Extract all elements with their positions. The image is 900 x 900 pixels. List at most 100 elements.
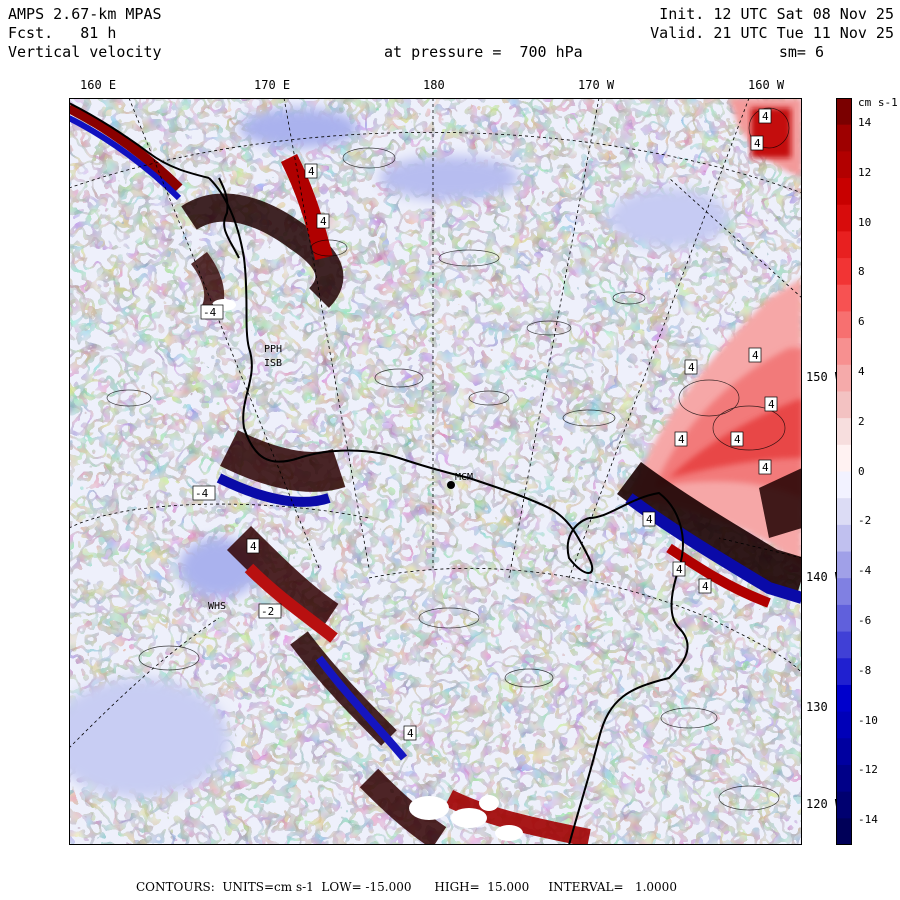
colorbar-swatch bbox=[836, 498, 852, 526]
contour-label-4: 4 bbox=[750, 135, 764, 151]
contour-label-4: 4 bbox=[730, 431, 744, 447]
colorbar-units: cm s-1 bbox=[858, 96, 898, 109]
colorbar-label: 8 bbox=[858, 265, 865, 279]
colorbar-swatch bbox=[836, 151, 852, 179]
colorbar-swatch bbox=[836, 471, 852, 499]
station-label-pph: PPH bbox=[264, 344, 282, 355]
svg-text:4: 4 bbox=[734, 433, 741, 446]
contour-label-4: 4 bbox=[316, 213, 330, 229]
graticule bbox=[69, 98, 802, 749]
stations: MCM PPH ISB WHS bbox=[208, 344, 473, 612]
svg-text:4: 4 bbox=[768, 398, 775, 411]
lon-tick-170e: 170 E bbox=[254, 78, 291, 92]
svg-text:4: 4 bbox=[407, 727, 414, 740]
contour-label-4: 4 bbox=[642, 511, 656, 527]
colorbar-swatch bbox=[836, 791, 852, 819]
lon-tick-130: 130 bbox=[806, 700, 828, 714]
colorbar-swatch bbox=[836, 551, 852, 579]
contour-label-4: 4 bbox=[748, 347, 762, 363]
init-time: Init. 12 UTC Sat 08 Nov 25 bbox=[659, 5, 894, 23]
svg-text:4: 4 bbox=[250, 540, 257, 553]
colorbar-swatch bbox=[836, 444, 852, 472]
svg-text:4: 4 bbox=[754, 137, 761, 150]
colorbar-label: 4 bbox=[858, 364, 865, 378]
contour-label-4: 4 bbox=[246, 538, 260, 554]
colorbar-swatch bbox=[836, 711, 852, 739]
svg-text:4: 4 bbox=[702, 580, 709, 593]
colorbar-swatch bbox=[836, 658, 852, 686]
colorbar-swatch bbox=[836, 178, 852, 206]
coastline bbox=[69, 102, 689, 845]
svg-text:-4: -4 bbox=[195, 487, 209, 500]
svg-text:4: 4 bbox=[320, 215, 327, 228]
valid-time: Valid. 21 UTC Tue 11 Nov 25 bbox=[650, 24, 894, 42]
colorbar-label: 2 bbox=[858, 414, 865, 428]
colorbar-label: 14 bbox=[858, 115, 872, 129]
contour-lines bbox=[106, 107, 790, 811]
mountain-wave-band-east bbox=[617, 461, 802, 608]
station-label-mcm: MCM bbox=[455, 472, 473, 483]
colorbar-label: 0 bbox=[858, 464, 865, 478]
lon-tick-170w: 170 W bbox=[578, 78, 615, 92]
colorbar-swatch bbox=[836, 231, 852, 259]
colorbar-swatch bbox=[836, 604, 852, 633]
field-name: Vertical velocity bbox=[8, 43, 162, 61]
station-label-whs: WHS bbox=[208, 601, 226, 612]
contour-label-4: 4 bbox=[674, 431, 688, 447]
colorbar-swatch bbox=[836, 391, 852, 419]
svg-text:4: 4 bbox=[646, 513, 653, 526]
svg-text:4: 4 bbox=[688, 361, 695, 374]
model-title: AMPS 2.67-km MPAS bbox=[8, 5, 162, 23]
svg-text:-2: -2 bbox=[261, 605, 274, 618]
contour-label-4: 4 bbox=[698, 578, 712, 594]
colorbar-swatch bbox=[836, 578, 852, 606]
colorbar-frame bbox=[836, 98, 852, 845]
colorbar-swatch bbox=[836, 98, 852, 126]
map-frame bbox=[69, 98, 802, 845]
contour-label-4: 4 bbox=[758, 108, 772, 124]
vertical-velocity-map: 4 4 -4 -4 4 -2 bbox=[69, 98, 802, 845]
colorbar-label: 12 bbox=[858, 165, 872, 179]
contour-labels: 4 4 -4 -4 4 -2 bbox=[192, 108, 778, 741]
pressure-level: at pressure = 700 hPa bbox=[384, 43, 583, 61]
colorbar-swatch bbox=[836, 124, 852, 152]
station-dot bbox=[447, 481, 455, 489]
colorbar-label: -10 bbox=[858, 713, 878, 727]
colorbar-swatch bbox=[836, 764, 852, 793]
forecast-hour: 81 h bbox=[80, 24, 117, 42]
contour-label-4: 4 bbox=[758, 459, 772, 475]
colorbar bbox=[836, 98, 852, 845]
colorbar-swatch bbox=[836, 284, 852, 312]
contour-label-neg4: -4 bbox=[200, 304, 224, 320]
forecast-label: Fcst. 81 h bbox=[8, 24, 116, 42]
colorbar-label: -8 bbox=[858, 663, 872, 677]
colorbar-swatch bbox=[836, 311, 852, 339]
colorbar-label: -12 bbox=[858, 763, 878, 777]
colorbar-swatch bbox=[836, 338, 852, 366]
svg-text:4: 4 bbox=[762, 461, 769, 474]
forecast-label-text: Fcst. bbox=[8, 24, 54, 42]
colorbar-swatch bbox=[836, 738, 852, 766]
colorbar-swatch bbox=[836, 524, 852, 553]
contour-label-neg2: -2 bbox=[258, 603, 282, 619]
station-label-isb: ISB bbox=[264, 358, 282, 369]
lon-tick-180: 180 bbox=[423, 78, 445, 92]
contour-label-4: 4 bbox=[684, 359, 698, 375]
svg-text:4: 4 bbox=[678, 433, 685, 446]
contour-label-4: 4 bbox=[672, 561, 686, 577]
colorbar-label: -4 bbox=[858, 564, 872, 578]
colorbar-label: -2 bbox=[858, 514, 872, 528]
colorbar-label: 10 bbox=[858, 215, 872, 229]
smoothing-value: sm= 6 bbox=[778, 43, 824, 61]
contour-label-neg4: -4 bbox=[192, 485, 216, 501]
contour-footer: CONTOURS: UNITS=cm s-1 LOW= -15.000 HIGH… bbox=[136, 880, 677, 894]
contour-label-4: 4 bbox=[304, 163, 318, 179]
colorbar-swatch bbox=[836, 418, 852, 446]
colorbar-swatch bbox=[836, 258, 852, 286]
contour-label-4: 4 bbox=[764, 396, 778, 412]
colorbar-swatch bbox=[836, 631, 852, 659]
colorbar-swatch bbox=[836, 204, 852, 232]
lon-tick-160e: 160 E bbox=[80, 78, 117, 92]
svg-text:4: 4 bbox=[762, 110, 769, 123]
svg-text:-4: -4 bbox=[203, 306, 217, 319]
